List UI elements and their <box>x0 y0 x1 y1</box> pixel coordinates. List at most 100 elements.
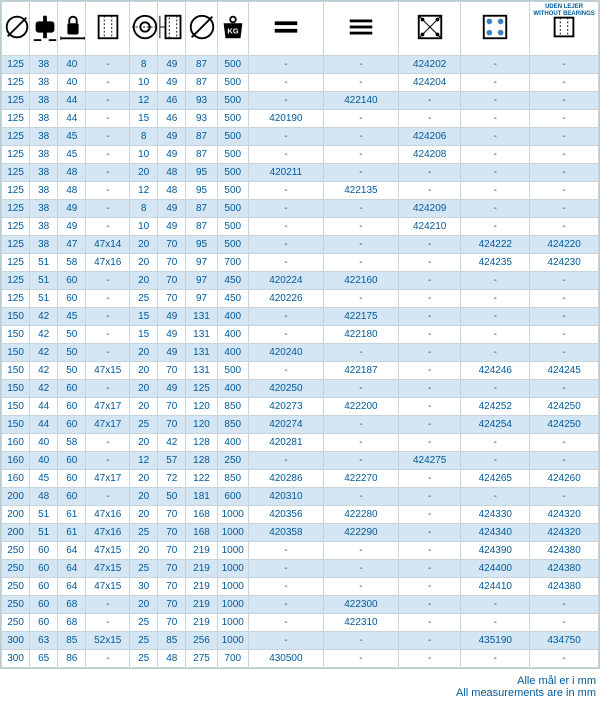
cell: 422280 <box>323 506 398 524</box>
cell: 45 <box>58 308 86 326</box>
cell: 420190 <box>248 110 323 128</box>
cell: - <box>398 326 461 344</box>
cell: 70 <box>158 506 186 524</box>
cell: 93 <box>186 92 217 110</box>
cell: 25 <box>130 560 158 578</box>
table-row: 200516147x1620701681000420356422280-4243… <box>2 506 599 524</box>
cell: 422160 <box>323 272 398 290</box>
cell: 20 <box>130 164 158 182</box>
cell: 38 <box>30 218 58 236</box>
col-header-11 <box>461 2 530 56</box>
cell: 424220 <box>530 236 599 254</box>
cell: - <box>398 92 461 110</box>
cell: - <box>323 290 398 308</box>
cell: 850 <box>217 398 248 416</box>
cell: 275 <box>186 650 217 668</box>
cell: 58 <box>58 254 86 272</box>
cell: - <box>248 182 323 200</box>
plate-4dot-icon <box>480 12 510 42</box>
cell: 49 <box>158 200 186 218</box>
cell: 97 <box>186 290 217 308</box>
cell: - <box>86 596 130 614</box>
cell: 47x14 <box>86 236 130 254</box>
cell: - <box>323 218 398 236</box>
cell: 420250 <box>248 380 323 398</box>
cell: 422290 <box>323 524 398 542</box>
cell: - <box>86 380 130 398</box>
cell: - <box>323 74 398 92</box>
cell: 15 <box>130 308 158 326</box>
cell: 250 <box>2 578 30 596</box>
cell: 700 <box>217 254 248 272</box>
cell: 125 <box>186 380 217 398</box>
cell: 850 <box>217 470 248 488</box>
cell: - <box>461 200 530 218</box>
cell: 20 <box>130 254 158 272</box>
profile-u-icon <box>93 12 123 42</box>
cell: - <box>86 488 130 506</box>
cell: 10 <box>130 146 158 164</box>
cell: - <box>86 182 130 200</box>
cell: - <box>530 272 599 290</box>
cell: - <box>530 56 599 74</box>
cell: 58 <box>58 434 86 452</box>
cell: - <box>323 650 398 668</box>
cell: 48 <box>58 164 86 182</box>
cell: 500 <box>217 200 248 218</box>
table-row: 1253848-124895500-422135--- <box>2 182 599 200</box>
cell: - <box>248 452 323 470</box>
cell: 46 <box>158 110 186 128</box>
cell: 49 <box>158 74 186 92</box>
cell: 150 <box>2 416 30 434</box>
cell: 219 <box>186 614 217 632</box>
cell: - <box>248 614 323 632</box>
cell: 10 <box>130 218 158 236</box>
cell: 20 <box>130 434 158 452</box>
cell: 15 <box>130 326 158 344</box>
cell: - <box>398 434 461 452</box>
cell: - <box>248 218 323 236</box>
cell: 42 <box>158 434 186 452</box>
cell: 20 <box>130 272 158 290</box>
table-row: 300638552x1525852561000---435190434750 <box>2 632 599 650</box>
table-row: 1253849-104987500--424210-- <box>2 218 599 236</box>
cell: 12 <box>130 182 158 200</box>
cell: 125 <box>2 92 30 110</box>
cell: 25 <box>130 290 158 308</box>
profile-side-icon <box>158 12 186 42</box>
cell: 500 <box>217 236 248 254</box>
circle-diameter-icon <box>187 12 217 42</box>
cell: 424330 <box>461 506 530 524</box>
cell: 424250 <box>530 398 599 416</box>
cell: - <box>398 578 461 596</box>
hub-lock-icon <box>58 12 86 42</box>
cell: - <box>398 362 461 380</box>
cell: - <box>86 650 130 668</box>
cell: 60 <box>30 578 58 596</box>
cell: 47x17 <box>86 416 130 434</box>
cell: 20 <box>130 398 158 416</box>
cell: - <box>461 308 530 326</box>
table-row: 1604060-1257128250--424275-- <box>2 452 599 470</box>
cell: 420211 <box>248 164 323 182</box>
cell: 500 <box>217 74 248 92</box>
cell: - <box>530 326 599 344</box>
cell: 20 <box>130 470 158 488</box>
cell: - <box>398 416 461 434</box>
cell: - <box>461 434 530 452</box>
cell: 60 <box>58 470 86 488</box>
cell: 500 <box>217 128 248 146</box>
footer-note: Alle mål er i mm All measurements are in… <box>0 669 600 701</box>
cell: 25 <box>130 416 158 434</box>
cell: 68 <box>58 614 86 632</box>
cell: - <box>530 128 599 146</box>
cell: 20 <box>130 488 158 506</box>
cell: - <box>461 128 530 146</box>
cell: - <box>323 200 398 218</box>
cell: 60 <box>58 380 86 398</box>
cell: - <box>461 56 530 74</box>
cell: 52x15 <box>86 632 130 650</box>
table-row: 125384747x14207095500---424222424220 <box>2 236 599 254</box>
cell: 70 <box>158 524 186 542</box>
cell: - <box>530 614 599 632</box>
